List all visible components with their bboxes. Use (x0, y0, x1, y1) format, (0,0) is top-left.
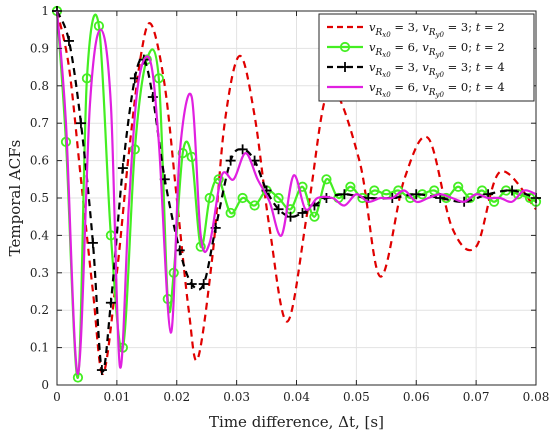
x-tick-label: 0.01 (104, 390, 131, 404)
x-tick-label: 0.03 (223, 390, 250, 404)
x-axis-label: Time difference, Δt, [s] (209, 413, 384, 431)
x-tick-label: 0.07 (463, 390, 490, 404)
series-layer (51, 5, 542, 383)
legend-label: vRx0 = 6, vRy0 = 0; t = 2 (369, 40, 505, 59)
data-point (273, 192, 284, 204)
data-point (507, 185, 518, 196)
x-tick-label: 0.06 (403, 390, 430, 404)
x-tick-label: 0.05 (343, 390, 370, 404)
data-point (96, 365, 107, 376)
x-tick-label: 0.08 (523, 390, 550, 404)
data-point (105, 297, 116, 308)
x-tick-label: 0.02 (163, 390, 190, 404)
y-tick-label: 0 (41, 378, 49, 392)
legend-marker (340, 62, 350, 72)
legend-label: vRx0 = 3, vRy0 = 3; t = 2 (369, 20, 505, 39)
y-tick-label: 0.2 (30, 303, 49, 317)
series-4 (55, 10, 537, 375)
x-tick-label: 0.04 (283, 390, 310, 404)
y-tick-label: 0.7 (30, 116, 49, 130)
data-point (297, 207, 308, 218)
data-point (321, 174, 332, 185)
data-point (87, 237, 98, 248)
data-point (453, 181, 464, 192)
data-point (75, 118, 86, 129)
legend-marker (339, 41, 351, 53)
data-point (249, 200, 260, 211)
legend-entry: vRx0 = 3, vRy0 = 3; t = 4 (327, 60, 505, 79)
legend-entry: vRx0 = 6, vRy0 = 0; t = 2 (327, 40, 505, 59)
y-tick-label: 0.8 (30, 79, 49, 93)
y-tick-label: 0.1 (30, 341, 49, 355)
data-point (204, 192, 215, 204)
y-axis-label: Temporal ACFs (6, 140, 24, 257)
y-tick-label: 0.5 (30, 191, 49, 205)
data-point (117, 163, 128, 174)
series-3 (52, 6, 541, 376)
y-tick-label: 0.9 (30, 41, 49, 55)
data-point (237, 192, 248, 204)
data-point (465, 192, 476, 204)
series-line (55, 10, 537, 375)
legend-label: vRx0 = 6, vRy0 = 0; t = 4 (369, 80, 505, 99)
data-point (177, 148, 188, 159)
y-tick-label: 0.6 (30, 154, 49, 168)
legend-entry: vRx0 = 3, vRy0 = 3; t = 2 (327, 20, 505, 39)
data-point (369, 185, 380, 196)
data-point (63, 35, 74, 46)
legend-label: vRx0 = 3, vRy0 = 3; t = 4 (369, 60, 505, 79)
y-tick-label: 0.4 (30, 228, 49, 242)
data-point (309, 211, 320, 222)
data-point (512, 189, 524, 200)
y-tick-label: 0.3 (30, 266, 49, 280)
data-point (186, 279, 197, 290)
data-point (273, 204, 284, 215)
data-point (198, 279, 209, 290)
data-point (153, 73, 164, 84)
data-point (339, 189, 350, 200)
x-tick-label: 0 (53, 390, 61, 404)
y-tick-label: 1 (41, 4, 49, 18)
data-point (285, 211, 296, 222)
data-point (225, 207, 236, 219)
data-point (129, 144, 140, 155)
data-point (225, 155, 236, 166)
data-point (237, 144, 248, 155)
data-point (345, 181, 356, 192)
plot-border (56, 10, 537, 386)
legend-entry: vRx0 = 6, vRy0 = 0; t = 4 (327, 80, 505, 99)
data-point (411, 189, 422, 200)
